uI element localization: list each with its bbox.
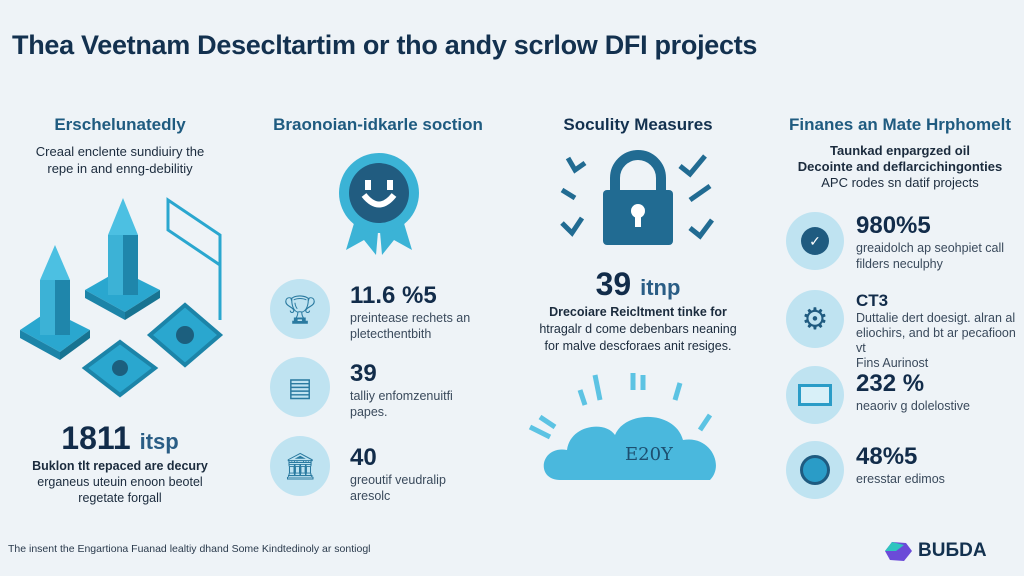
desc-line: for malve descforaes anit resiges. (544, 339, 732, 353)
chart-screen-icon (786, 366, 844, 424)
desc-line: Creaal enclente sundiuiry the (35, 144, 205, 159)
stat-unit: itsp (139, 429, 179, 454)
tower-1 (40, 245, 70, 335)
stat-item: 40 greoutif veudralip aresolc (350, 444, 446, 504)
column-1-desc: Creaal enclente sundiuiry the repe in an… (0, 143, 240, 177)
stat-value: 980%5 (856, 212, 931, 239)
desc-line: htragalr d come debenbars neaning (539, 322, 737, 336)
tower-2 (108, 198, 138, 295)
stat-value: 40 (350, 444, 377, 471)
chip-tile-1 (146, 302, 224, 368)
stat-value: 11.6 %5 (350, 282, 437, 309)
column-1-stat: 1811 itsp (0, 420, 240, 457)
stat-value: 39 (350, 360, 377, 387)
signal-rays (528, 373, 713, 440)
stat-item: 48%5 eresstar edimos (856, 443, 945, 487)
column-1-stat-desc: Buklon tlt repaced are decury erganeus u… (0, 458, 240, 506)
desc-line: papes. (350, 405, 388, 419)
column-4-desc: Taunkad enpargzed oil Decointe and defla… (770, 143, 1024, 191)
column-4-header: Finanes an Mate Hrphomelt (789, 115, 1011, 134)
desc-line: erganeus uteuin enoon beotel (37, 475, 203, 489)
desc-line: Duttalie dert doesigt. alran al (856, 311, 1016, 325)
desc-line: regetate forgall (78, 491, 162, 505)
page-title: Thea Veetnam Desecltartim or tho andy sc… (12, 30, 758, 60)
desc-line: Taunkad enpargzed oil (830, 143, 970, 158)
document-icon: ▤ (270, 357, 330, 417)
shield-check-icon: ✓ (786, 212, 844, 270)
desc-line: talliy enfomzenuitfi (350, 389, 453, 403)
stat-item: 39 talliy enfomzenuitfi papes. (350, 360, 453, 420)
tower-illustration (20, 197, 224, 398)
logo-text: BUБDA (918, 540, 987, 561)
desc-line: eliochirs, and bt ar pecafioon vt (856, 326, 1016, 355)
stat-unit: itnp (640, 275, 681, 300)
desc-line: eresstar edimos (856, 472, 945, 486)
cloud-illustration: E20Y (528, 373, 716, 480)
stat-value: 1811 (61, 420, 131, 456)
stat-item: CT3 Duttalie dert doesigt. alran al elio… (856, 291, 1024, 371)
brand-logo: BUБDA (882, 539, 987, 563)
desc-line: repe in and enng-debilitiy (47, 161, 193, 176)
stat-item: 232 % neaoriv g dolelostive (856, 370, 970, 414)
flag-frame (166, 197, 222, 320)
globe-icon (786, 441, 844, 499)
desc-line: preintease rechets an (350, 311, 471, 325)
trophy-icon: 🏆︎ (270, 279, 330, 339)
stat-item: 980%5 greaidolch ap seohpiet call filder… (856, 212, 1004, 272)
column-1-header: Erschelunatedly (54, 115, 186, 134)
desc-line: pletecthentbith (350, 327, 432, 341)
desc-line: filders neculphy (856, 257, 943, 271)
cloud-label: E20Y (625, 444, 674, 465)
logo-mark-icon (885, 542, 912, 561)
desc-line: greaidolch ap seohpiet call (856, 241, 1005, 255)
footer-text: The insent the Engartiona Fuanad lealtiy… (8, 543, 371, 555)
column-2-header: Braonoian-idkarle soction (273, 115, 483, 134)
check-marks (560, 154, 714, 240)
desc-line: Decointe and deflarcichingonties (797, 159, 1003, 174)
desc-line: greoutif veudralip (350, 473, 446, 487)
desc-line: Drecoiare Reicltment tinke for (549, 305, 727, 319)
stat-value: 39 (595, 266, 632, 302)
column-3-desc: Drecoiare Reicltment tinke for htragalr … (508, 304, 768, 355)
chip-tile-2 (81, 339, 159, 398)
desc-line: Buklon tlt repaced are decury (32, 459, 208, 473)
column-3-stat: 39 itnp (508, 266, 768, 303)
badge-icon (339, 153, 419, 255)
desc-line: Fins Aurinost (856, 356, 929, 370)
stat-value: 48%5 (856, 443, 918, 470)
column-3-header: Soculity Measures (563, 115, 713, 134)
lock-icon (560, 150, 714, 245)
desc-line: APC rodes sn datif projects (821, 175, 979, 190)
stat-value: 232 % (856, 370, 925, 397)
desc-line: neaoriv g dolelostive (856, 399, 970, 413)
desc-line: aresolc (350, 489, 391, 503)
building-icon: 🏛︎ (270, 436, 330, 496)
gear-icon: ⚙ (786, 290, 844, 348)
stat-item: 11.6 %5 preintease rechets an pletecthen… (350, 282, 470, 342)
stat-value: CT3 (856, 291, 889, 310)
